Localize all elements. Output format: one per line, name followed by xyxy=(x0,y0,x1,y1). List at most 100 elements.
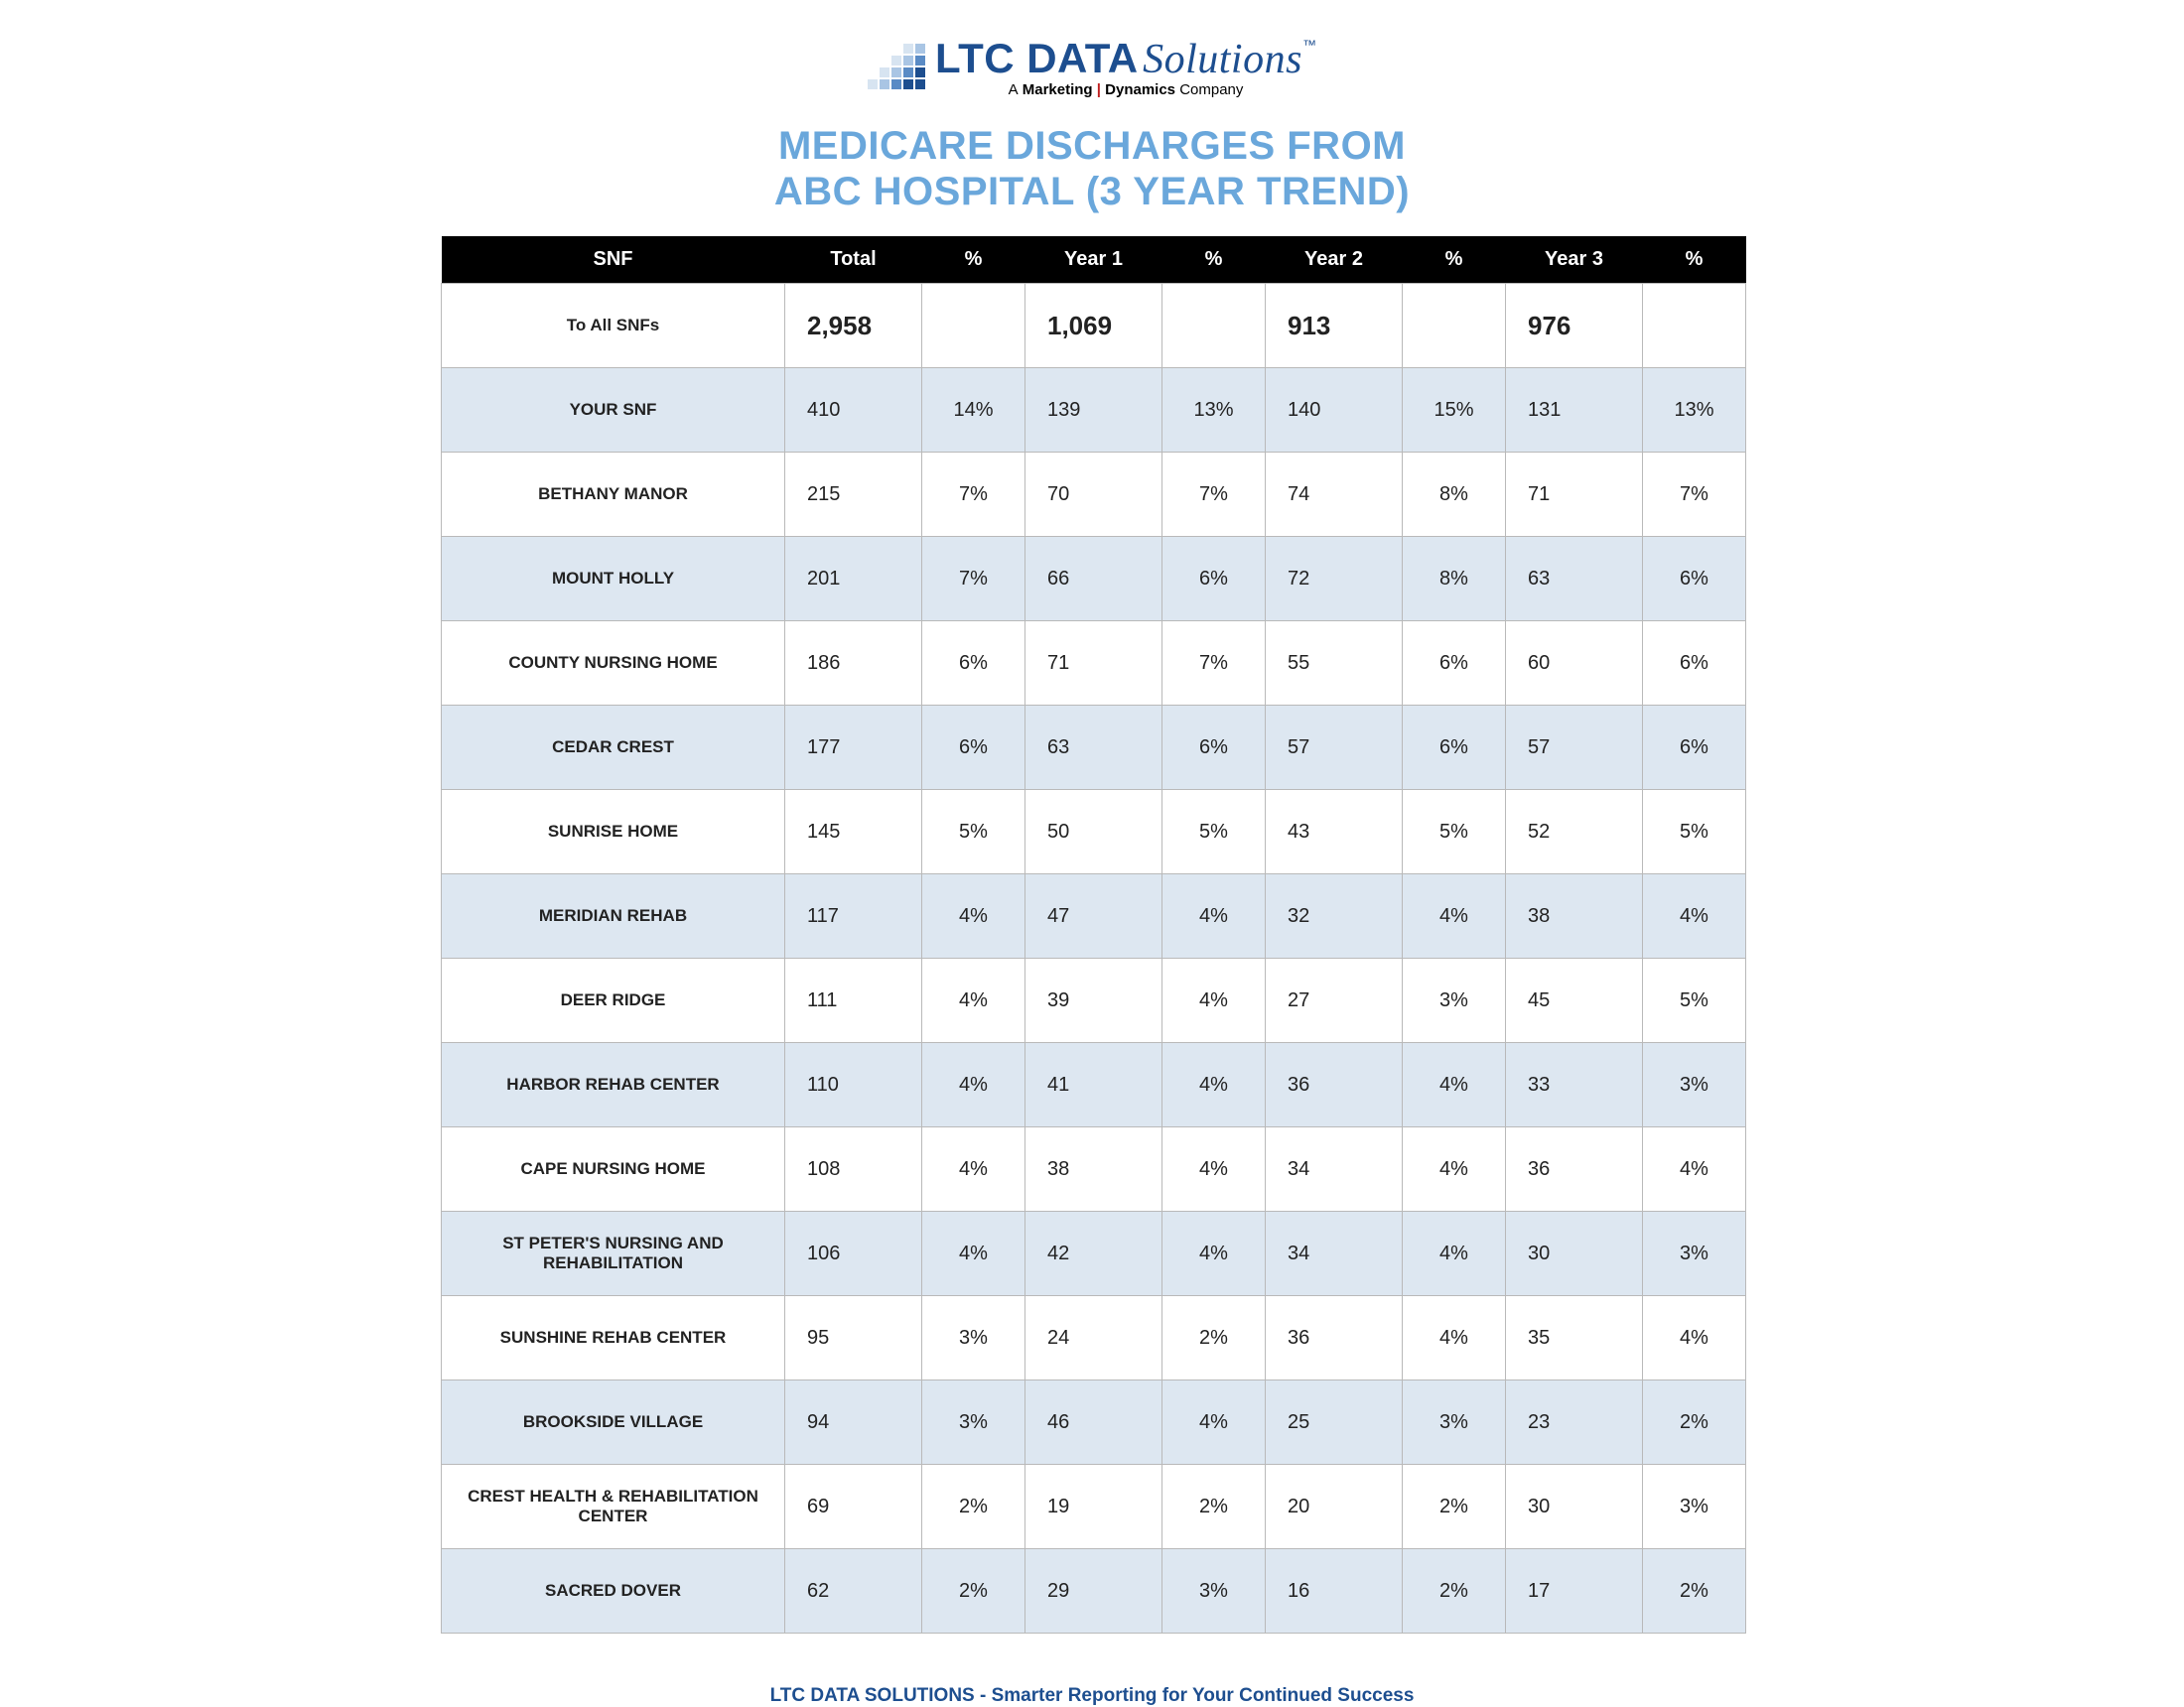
cell-snf-name: BROOKSIDE VILLAGE xyxy=(442,1380,785,1465)
cell-percent: 5% xyxy=(1643,790,1746,874)
cell-percent: 4% xyxy=(1403,1212,1506,1296)
cell-value: 35 xyxy=(1506,1296,1643,1380)
cell-percent: 2% xyxy=(1162,1465,1266,1549)
cell-percent: 7% xyxy=(1162,453,1266,537)
cell-value: 36 xyxy=(1506,1127,1643,1212)
cell-value: 41 xyxy=(1025,1043,1162,1127)
cell-value: 19 xyxy=(1025,1465,1162,1549)
logo-text-main: LTC DATA xyxy=(935,35,1139,81)
cell-value: 39 xyxy=(1025,959,1162,1043)
col-year2-pct: % xyxy=(1403,236,1506,284)
table-row: BETHANY MANOR2157%707%748%717% xyxy=(442,453,1746,537)
cell-percent: 4% xyxy=(1403,1296,1506,1380)
title-line-2: ABC HOSPITAL (3 YEAR TREND) xyxy=(774,170,1410,213)
cell-percent: 6% xyxy=(1643,706,1746,790)
cell-snf-name: CREST HEALTH & REHABILITATION CENTER xyxy=(442,1465,785,1549)
cell-value: 23 xyxy=(1506,1380,1643,1465)
cell-value: 139 xyxy=(1025,368,1162,453)
cell-percent: 2% xyxy=(1403,1549,1506,1634)
cell-percent: 3% xyxy=(922,1296,1025,1380)
cell-snf-name: SUNSHINE REHAB CENTER xyxy=(442,1296,785,1380)
cell-value: 24 xyxy=(1025,1296,1162,1380)
cell-percent xyxy=(1643,284,1746,368)
cell-percent: 3% xyxy=(1403,1380,1506,1465)
cell-value: 57 xyxy=(1506,706,1643,790)
cell-value: 29 xyxy=(1025,1549,1162,1634)
cell-value: 52 xyxy=(1506,790,1643,874)
cell-snf-name: HARBOR REHAB CENTER xyxy=(442,1043,785,1127)
table-row: SUNRISE HOME1455%505%435%525% xyxy=(442,790,1746,874)
cell-snf-name: MERIDIAN REHAB xyxy=(442,874,785,959)
cell-value: 215 xyxy=(785,453,922,537)
page-title: MEDICARE DISCHARGES FROM ABC HOSPITAL (3… xyxy=(0,123,2184,214)
cell-percent: 13% xyxy=(1162,368,1266,453)
table-row: COUNTY NURSING HOME1866%717%556%606% xyxy=(442,621,1746,706)
col-year1: Year 1 xyxy=(1025,236,1162,284)
table-row: DEER RIDGE1114%394%273%455% xyxy=(442,959,1746,1043)
table-row: To All SNFs2,9581,069913976 xyxy=(442,284,1746,368)
cell-percent: 5% xyxy=(1162,790,1266,874)
cell-percent: 3% xyxy=(1643,1043,1746,1127)
cell-percent: 6% xyxy=(1162,706,1266,790)
cell-value: 111 xyxy=(785,959,922,1043)
cell-percent: 8% xyxy=(1403,537,1506,621)
cell-value: 20 xyxy=(1266,1465,1403,1549)
cell-value: 55 xyxy=(1266,621,1403,706)
cell-percent: 14% xyxy=(922,368,1025,453)
cell-value: 17 xyxy=(1506,1549,1643,1634)
cell-value: 62 xyxy=(785,1549,922,1634)
logo-tagline: A Marketing | Dynamics Company xyxy=(935,82,1316,97)
cell-percent: 8% xyxy=(1403,453,1506,537)
cell-percent: 6% xyxy=(1403,621,1506,706)
cell-value: 30 xyxy=(1506,1212,1643,1296)
cell-value: 108 xyxy=(785,1127,922,1212)
cell-value: 63 xyxy=(1025,706,1162,790)
cell-percent: 2% xyxy=(922,1549,1025,1634)
cell-percent: 4% xyxy=(1643,1296,1746,1380)
cell-value: 410 xyxy=(785,368,922,453)
cell-value: 94 xyxy=(785,1380,922,1465)
cell-value: 913 xyxy=(1266,284,1403,368)
table-row: SUNSHINE REHAB CENTER953%242%364%354% xyxy=(442,1296,1746,1380)
cell-percent: 6% xyxy=(922,621,1025,706)
logo-text-sub: Solutions xyxy=(1143,37,1302,82)
cell-snf-name: ST PETER'S NURSING AND REHABILITATION xyxy=(442,1212,785,1296)
col-year1-pct: % xyxy=(1162,236,1266,284)
cell-value: 36 xyxy=(1266,1296,1403,1380)
cell-percent: 2% xyxy=(1643,1380,1746,1465)
cell-snf-name: YOUR SNF xyxy=(442,368,785,453)
cell-percent: 4% xyxy=(1162,874,1266,959)
table-header-row: SNF Total % Year 1 % Year 2 % Year 3 % xyxy=(442,236,1746,284)
footer-tagline: LTC DATA SOLUTIONS - Smarter Reporting f… xyxy=(0,1685,2184,1707)
cell-snf-name: MOUNT HOLLY xyxy=(442,537,785,621)
cell-percent: 7% xyxy=(1643,453,1746,537)
col-year3: Year 3 xyxy=(1506,236,1643,284)
cell-value: 131 xyxy=(1506,368,1643,453)
cell-value: 72 xyxy=(1266,537,1403,621)
cell-percent: 4% xyxy=(922,959,1025,1043)
cell-percent: 4% xyxy=(1643,1127,1746,1212)
cell-percent: 3% xyxy=(1162,1549,1266,1634)
cell-percent: 4% xyxy=(1643,874,1746,959)
cell-snf-name: CEDAR CREST xyxy=(442,706,785,790)
cell-value: 976 xyxy=(1506,284,1643,368)
cell-percent: 4% xyxy=(1403,874,1506,959)
cell-value: 33 xyxy=(1506,1043,1643,1127)
cell-percent: 5% xyxy=(922,790,1025,874)
table-row: CAPE NURSING HOME1084%384%344%364% xyxy=(442,1127,1746,1212)
cell-percent: 3% xyxy=(1643,1465,1746,1549)
cell-percent: 4% xyxy=(1162,1380,1266,1465)
cell-value: 16 xyxy=(1266,1549,1403,1634)
cell-percent: 4% xyxy=(1162,1212,1266,1296)
cell-percent: 3% xyxy=(1403,959,1506,1043)
cell-value: 47 xyxy=(1025,874,1162,959)
cell-value: 57 xyxy=(1266,706,1403,790)
cell-percent: 4% xyxy=(1162,1043,1266,1127)
cell-value: 50 xyxy=(1025,790,1162,874)
cell-snf-name: CAPE NURSING HOME xyxy=(442,1127,785,1212)
logo-tm: ™ xyxy=(1302,37,1316,53)
cell-percent: 7% xyxy=(922,453,1025,537)
cell-value: 1,069 xyxy=(1025,284,1162,368)
col-total: Total xyxy=(785,236,922,284)
table-row: BROOKSIDE VILLAGE943%464%253%232% xyxy=(442,1380,1746,1465)
